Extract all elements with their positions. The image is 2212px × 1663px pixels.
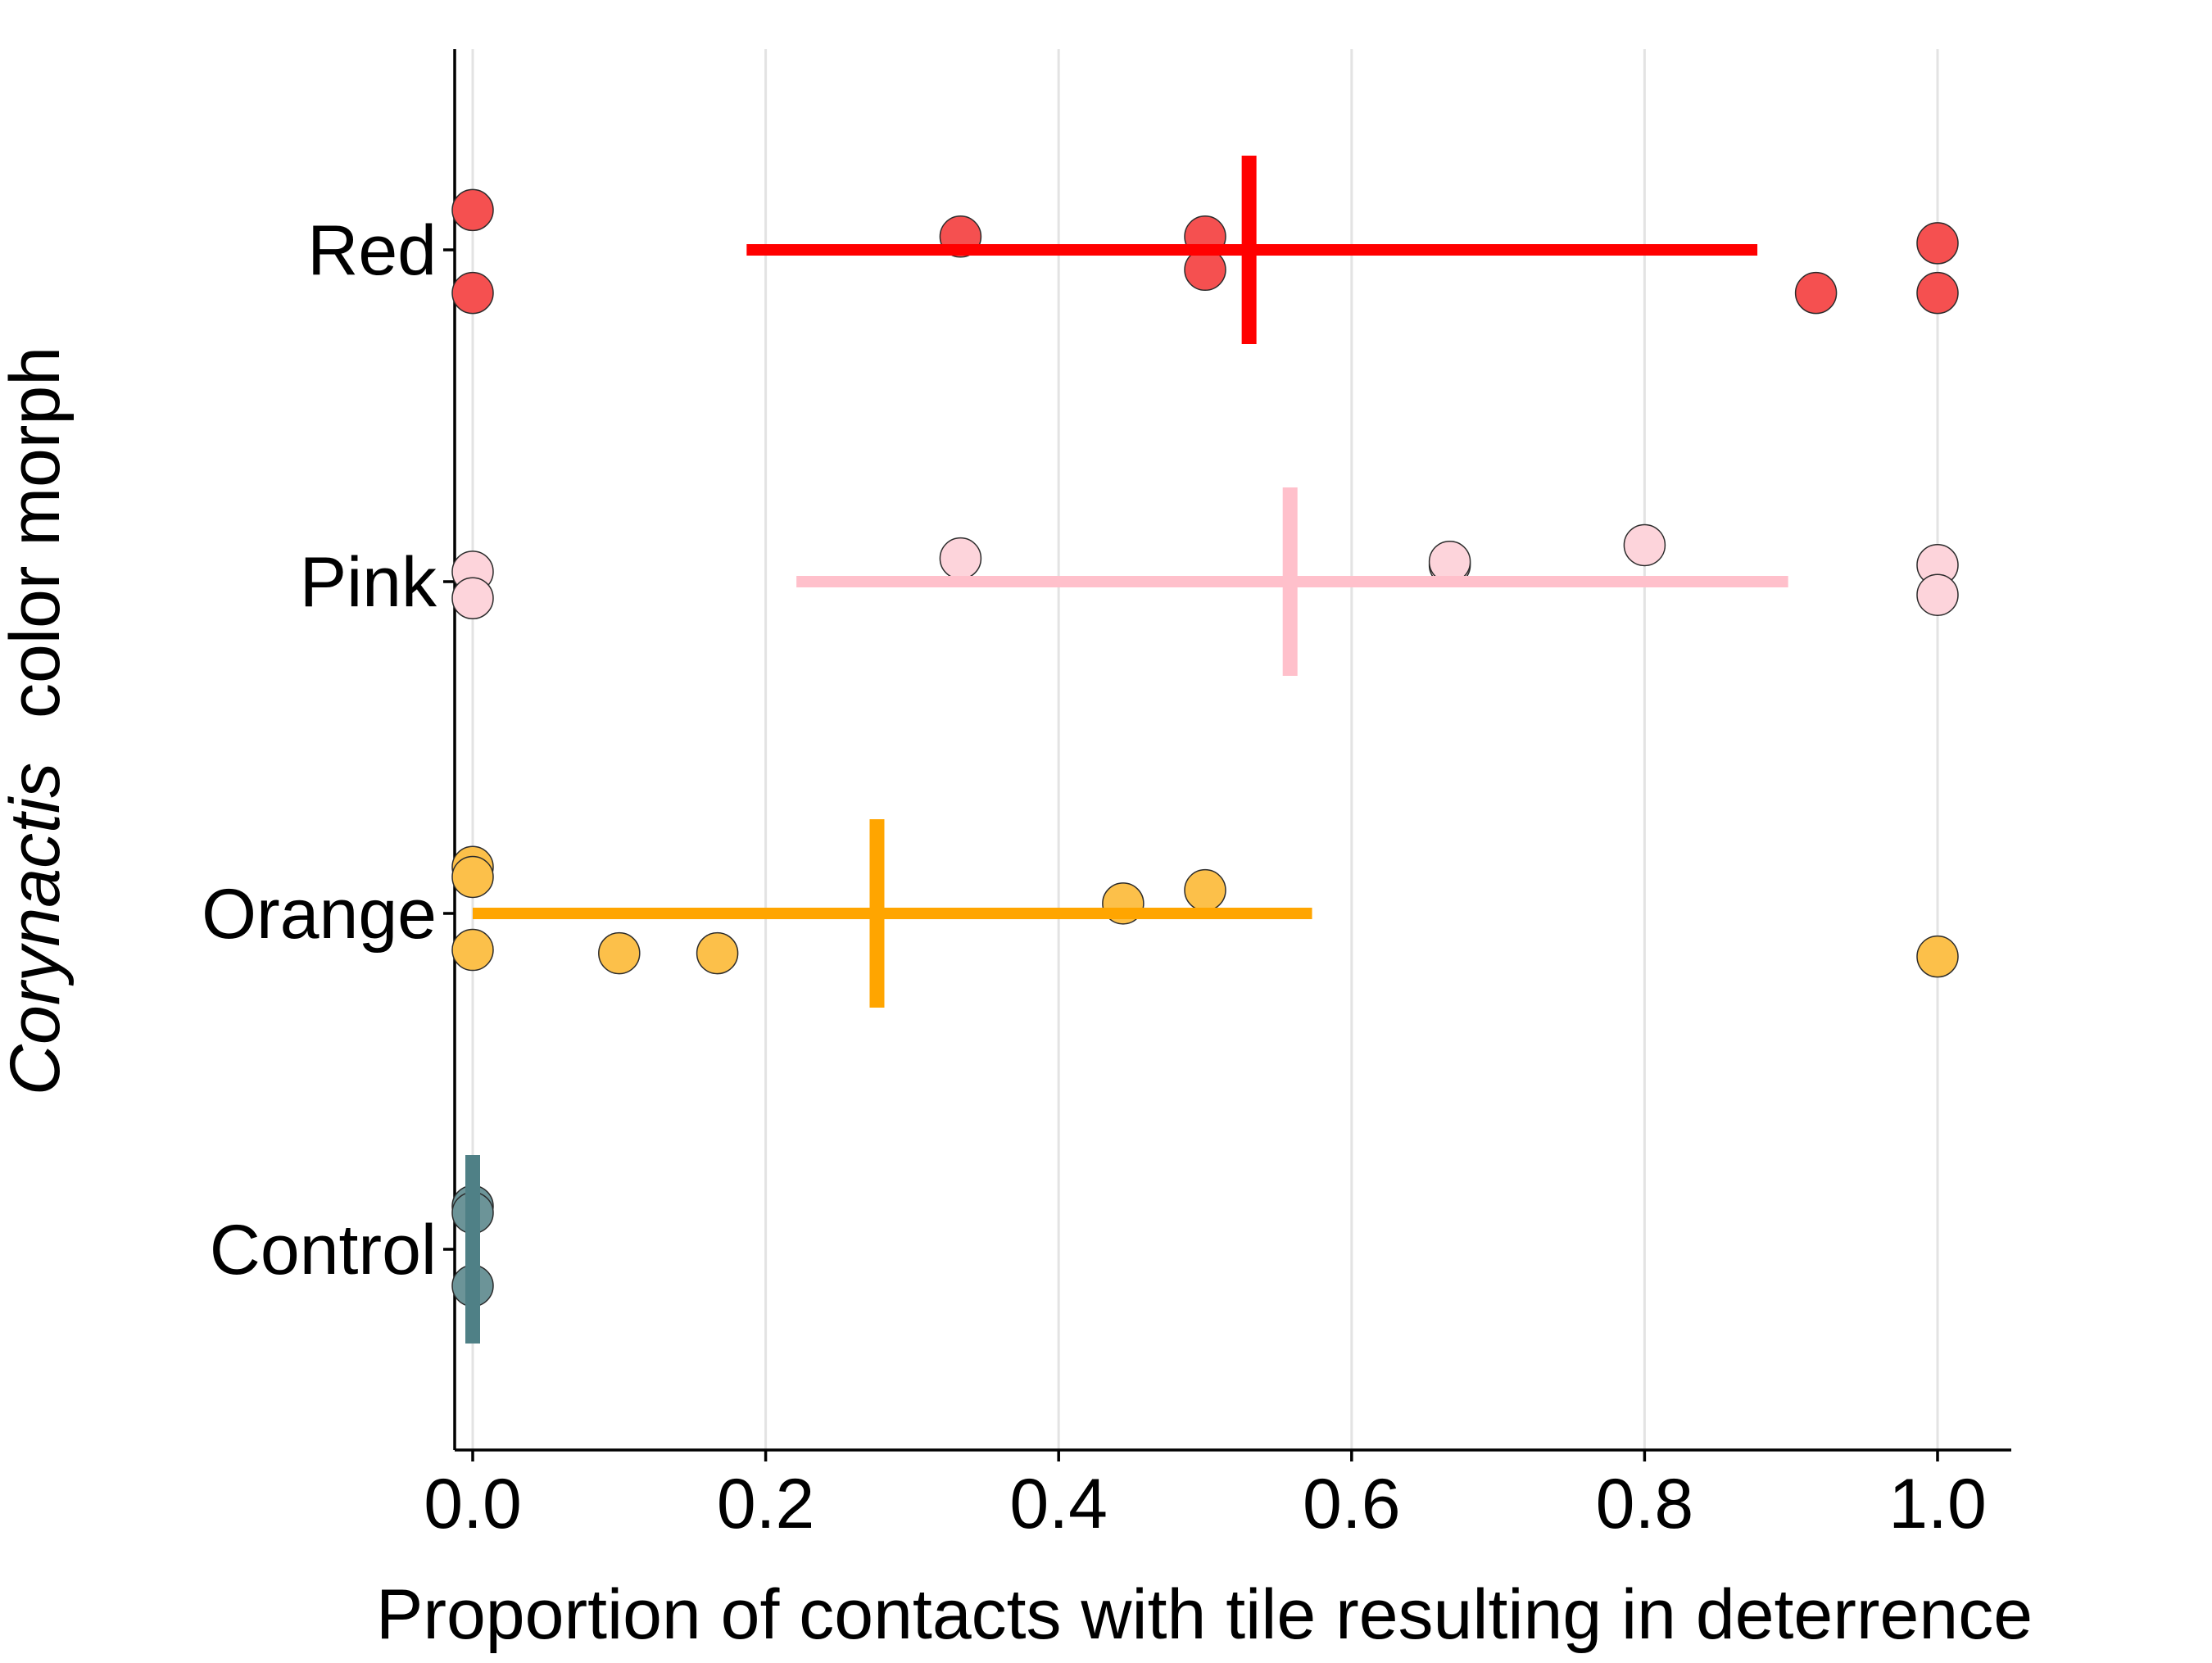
x-tick-label-0.2: 0.2 <box>717 1465 815 1543</box>
point-orange-3 <box>451 928 494 972</box>
point-orange-8 <box>1916 935 1959 978</box>
x-tick-label-0.6: 0.6 <box>1303 1465 1401 1543</box>
point-red-8 <box>1916 271 1959 315</box>
y-tick-labels: Red Pink Orange Control <box>202 211 437 1289</box>
y-axis-title-italic: Corynactis <box>0 763 75 1095</box>
mean-ci-markers <box>465 156 1788 1344</box>
y-tick-label-control: Control <box>210 1211 437 1289</box>
axes <box>443 49 2011 1461</box>
x-axis-title: Proportion of contacts with tile resulti… <box>376 1575 2033 1654</box>
point-red-2 <box>451 271 494 315</box>
data-points <box>451 188 1959 1307</box>
point-pink-6 <box>1623 523 1666 567</box>
point-pink-8 <box>1916 573 1959 616</box>
point-red-7 <box>1916 222 1959 265</box>
x-tick-label-0.0: 0.0 <box>424 1465 522 1543</box>
point-orange-2 <box>451 855 494 899</box>
y-tick-label-red: Red <box>307 211 437 290</box>
point-orange-5 <box>696 931 739 975</box>
x-tick-label-0.4: 0.4 <box>1009 1465 1108 1543</box>
point-red-6 <box>1794 271 1838 315</box>
x-tick-label-1.0: 1.0 <box>1888 1465 1987 1543</box>
point-red-1 <box>451 188 494 232</box>
x-tick-label-0.8: 0.8 <box>1596 1465 1694 1543</box>
x-tick-labels: 0.0 0.2 0.4 0.6 0.8 1.0 <box>424 1465 1987 1543</box>
y-tick-label-orange: Orange <box>202 875 437 954</box>
point-pink-2 <box>451 577 494 619</box>
y-axis-title: Corynactis color morph <box>0 347 75 1095</box>
point-orange-7 <box>1184 868 1226 912</box>
y-axis-title-rest: color morph <box>0 347 75 718</box>
y-tick-label-pink: Pink <box>300 543 437 622</box>
point-pink-3 <box>939 537 982 580</box>
point-orange-4 <box>598 931 641 975</box>
